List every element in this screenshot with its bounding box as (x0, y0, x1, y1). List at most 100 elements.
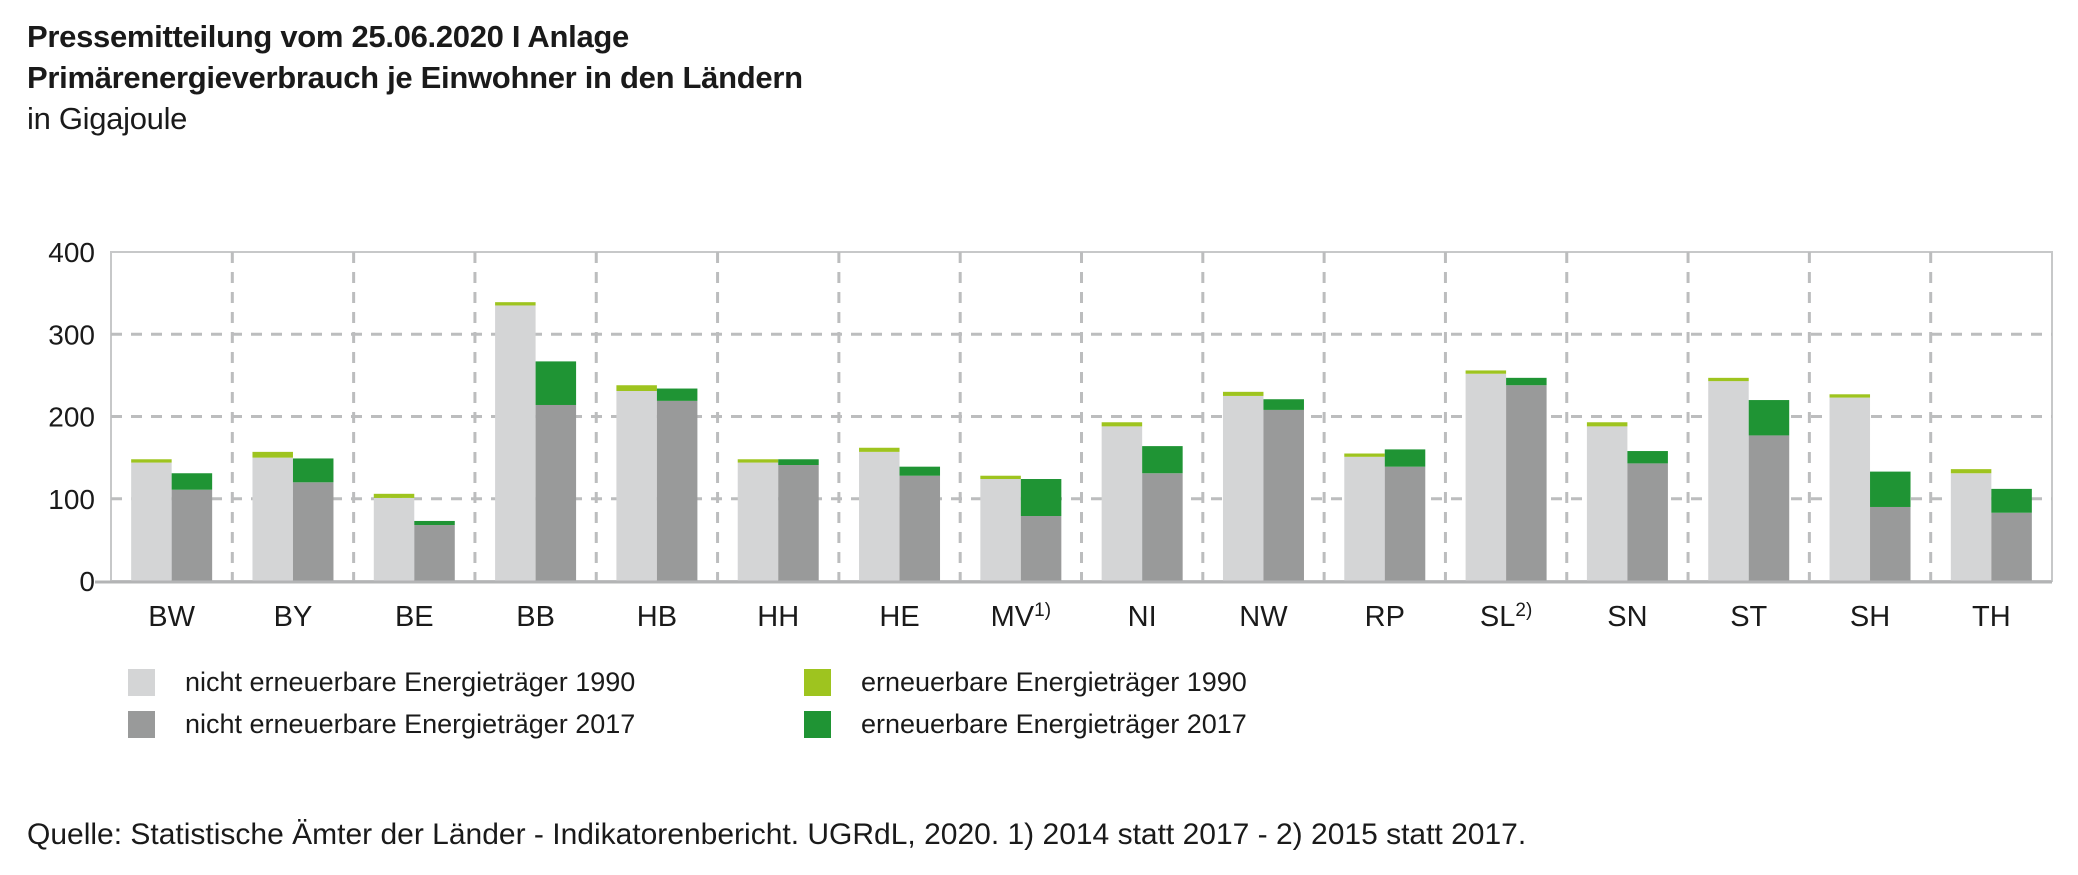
bar-segment-HB-2017-0 (656, 400, 698, 581)
x-category-label: NI (1128, 601, 1157, 633)
page-title-line-2: Primärenergieverbrauch je Einwohner in d… (27, 60, 803, 95)
bar-segment-BW-2017-0 (171, 489, 213, 581)
bar-segment-RP-2017-0 (1384, 466, 1426, 581)
bar-segment-RP-1990-1 (1344, 453, 1385, 457)
bar-segment-SH-2017-0 (1870, 506, 1911, 581)
bar-segment-MV-1990-1 (980, 475, 1021, 480)
bar-segment-NI-2017-1 (1142, 446, 1183, 474)
bar-segment-ST-1990-0 (1708, 381, 1749, 581)
x-category-label: HH (757, 601, 799, 633)
legend-swatch-nonrenewable-1990 (128, 669, 155, 696)
y-tick-label: 0 (79, 566, 95, 597)
bar-segment-RP-2017-1 (1384, 449, 1426, 467)
bar-segment-BE-1990-0 (373, 497, 415, 581)
bar-segment-SL-2017-0 (1506, 385, 1547, 581)
bar-segment-HB-1990-0 (616, 391, 657, 581)
bar-segment-NI-2017-0 (1142, 473, 1183, 581)
bar-segment-RP-1990-0 (1344, 456, 1385, 581)
bar-segment-BY-1990-1 (252, 451, 293, 458)
page-subtitle-unit: in Gigajoule (27, 101, 188, 136)
legend-item-renewable-1990: erneuerbare Energieträger 1990 (804, 667, 1247, 697)
x-category-label: BE (395, 601, 434, 633)
bar-segment-NI-1990-1 (1101, 422, 1143, 427)
bar-segment-TH-1990-1 (1950, 469, 1992, 474)
bar-segment-BY-2017-1 (292, 458, 334, 483)
bar-chart: 0 100 200 300 400 BW BY BE BB HB HH HE MV1) NI NW RP SL2… (48, 237, 2053, 633)
bar-segment-MV-2017-0 (1020, 516, 1062, 581)
bar-segment-TH-1990-0 (1950, 473, 1992, 581)
legend-label: nicht erneuerbare Energieträger 2017 (185, 709, 636, 739)
x-category-label: TH (1972, 601, 2011, 633)
bar-segment-HH-1990-1 (737, 459, 779, 463)
bar-segment-NW-1990-0 (1222, 395, 1264, 581)
x-category-label: HB (637, 601, 677, 633)
y-tick-label: 300 (48, 319, 95, 350)
bar-segment-BE-2017-1 (414, 520, 455, 526)
bar-segment-HH-2017-0 (778, 465, 819, 581)
bar-segment-HE-2017-1 (899, 466, 941, 476)
legend-swatch-nonrenewable-2017 (128, 711, 155, 738)
bar-segment-BE-1990-1 (373, 493, 415, 498)
bar-segment-BW-1990-1 (131, 459, 172, 463)
bar-segment-BB-1990-0 (495, 305, 536, 581)
x-category-label: BY (274, 601, 313, 633)
title-block: Pressemitteilung vom 25.06.2020 I Anlage… (27, 16, 803, 139)
legend-swatch-renewable-2017 (804, 711, 831, 738)
bar-segment-BW-1990-0 (131, 462, 172, 581)
x-category-label: SH (1850, 601, 1890, 633)
bar-segment-BY-1990-0 (252, 457, 293, 581)
x-category-label: ST (1730, 601, 1767, 633)
bar-segment-BE-2017-0 (414, 525, 455, 581)
bar-segment-HE-2017-0 (899, 475, 941, 581)
bar-segment-HH-2017-1 (778, 459, 819, 466)
legend-item-renewable-2017: erneuerbare Energieträger 2017 (804, 709, 1247, 739)
bar-segment-TH-2017-0 (1991, 512, 2032, 581)
bar-segment-HB-2017-1 (656, 388, 698, 401)
x-category-label: MV1) (991, 600, 1051, 633)
legend-label: nicht erneuerbare Energieträger 1990 (185, 667, 636, 697)
bar-segment-MV-1990-0 (980, 479, 1021, 581)
bar-segment-SL-1990-1 (1465, 370, 1507, 374)
x-category-label: SN (1607, 601, 1647, 633)
legend-swatch-renewable-1990 (804, 669, 831, 696)
legend-column-1: nicht erneuerbare Energieträger 1990 nic… (128, 667, 636, 739)
bar-segment-SN-2017-1 (1627, 451, 1668, 464)
y-tick-label: 100 (48, 484, 95, 515)
bar-segment-BW-2017-1 (171, 473, 213, 490)
x-category-label: BB (516, 601, 555, 633)
bar-segment-TH-2017-1 (1991, 488, 2032, 513)
page-title-line-1: Pressemitteilung vom 25.06.2020 I Anlage (27, 19, 629, 54)
bar-segment-NI-1990-0 (1101, 426, 1143, 581)
bar-segment-HH-1990-0 (737, 462, 779, 581)
bar-segment-SL-2017-1 (1506, 377, 1547, 386)
bar-segment-SN-2017-0 (1627, 463, 1668, 581)
bar-segment-NW-2017-1 (1263, 399, 1304, 410)
bar-segment-SH-1990-1 (1829, 394, 1871, 398)
y-tick-label: 200 (48, 402, 95, 433)
bar-segment-HB-1990-1 (616, 385, 657, 392)
bar-segment-SH-1990-0 (1829, 397, 1871, 581)
bar-segment-ST-2017-1 (1748, 400, 1790, 436)
legend-label: erneuerbare Energieträger 2017 (861, 709, 1247, 739)
bar-segment-SH-2017-1 (1870, 471, 1911, 507)
x-category-label: NW (1239, 601, 1288, 633)
legend-label: erneuerbare Energieträger 1990 (861, 667, 1247, 697)
x-category-label: BW (148, 601, 195, 633)
bar-segment-SL-1990-0 (1465, 373, 1507, 581)
bar-segment-NW-1990-1 (1222, 391, 1264, 396)
source-note: Quelle: Statistische Ämter der Länder - … (27, 818, 1527, 851)
y-tick-label: 400 (48, 237, 95, 268)
bar-segment-ST-1990-1 (1708, 377, 1749, 382)
legend-column-2: erneuerbare Energieträger 1990 erneuerba… (804, 667, 1247, 739)
bar-segment-SN-1990-1 (1586, 422, 1628, 427)
x-category-label: SL2) (1480, 600, 1532, 633)
bar-segment-MV-2017-1 (1020, 479, 1062, 517)
bar-segment-HE-1990-0 (859, 451, 900, 581)
bar-segment-HE-1990-1 (859, 447, 900, 452)
legend-item-nonrenewable-2017: nicht erneuerbare Energieträger 2017 (128, 709, 636, 739)
bar-segment-BY-2017-0 (292, 482, 334, 581)
x-category-label: HE (879, 601, 919, 633)
bar-segment-ST-2017-0 (1748, 435, 1790, 581)
bar-segment-BB-2017-1 (535, 361, 577, 405)
